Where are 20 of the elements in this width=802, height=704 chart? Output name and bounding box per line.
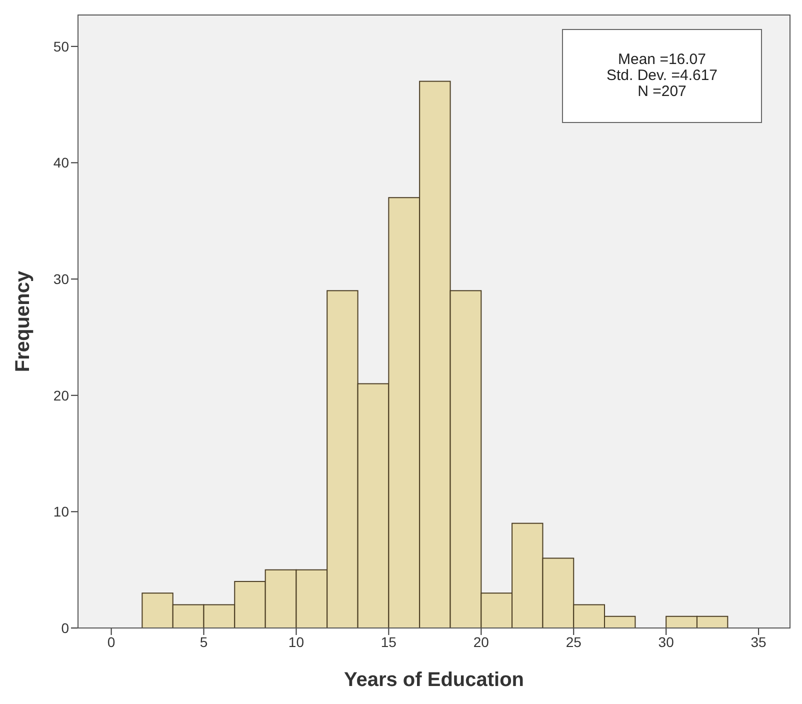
x-tick-label: 0: [107, 634, 116, 650]
x-tick-label: 20: [473, 634, 490, 650]
x-tick-label: 5: [200, 634, 208, 650]
annotation: N =207: [636, 83, 688, 100]
x-axis-title: Years of Education: [344, 669, 524, 691]
y-tick-label: 0: [61, 620, 70, 636]
annotation: Std. Dev. =4.617: [605, 67, 719, 84]
x-tick-label: 10: [288, 634, 304, 650]
y-tick-label: 10: [53, 504, 70, 520]
x-tick-label: 25: [566, 634, 582, 650]
x-tick-label: 35: [750, 634, 767, 650]
annotation: Mean =16.07: [617, 51, 707, 68]
x-tick-label: 30: [658, 634, 674, 650]
y-tick-label: 50: [53, 38, 70, 54]
y-tick-label: 20: [53, 387, 70, 404]
y-tick-label: 40: [53, 154, 70, 171]
y-tick-label: 30: [53, 271, 70, 288]
stats-text-box: Mean =16.07 Std. Dev. =4.617 N =207: [562, 29, 762, 123]
x-tick-label: 15: [380, 634, 397, 650]
y-axis-title: Frequency: [12, 270, 34, 372]
